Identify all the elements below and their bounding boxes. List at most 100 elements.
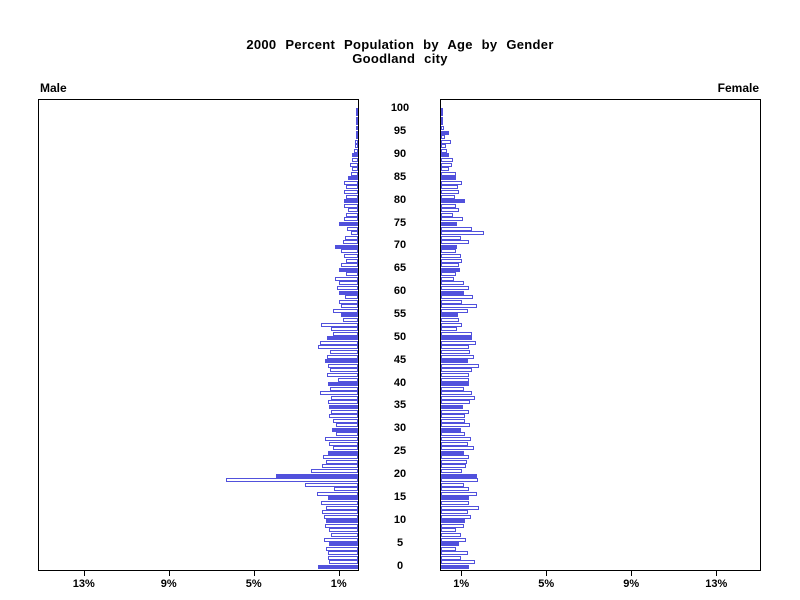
- male-bar-age-55: [340, 313, 358, 318]
- male-bar-age-60: [339, 290, 358, 295]
- female-bar-age-48: [441, 345, 469, 350]
- male-bar-age-89: [352, 158, 358, 162]
- age-axis-label-80: 80: [393, 193, 407, 206]
- female-bar-age-99: [441, 112, 443, 117]
- age-axis-label-70: 70: [393, 239, 407, 252]
- female-bar-age-42: [441, 372, 469, 377]
- female-bar-age-23: [441, 459, 467, 464]
- female-bar-age-70: [441, 244, 457, 249]
- female-bar-age-57: [441, 304, 477, 309]
- female-bar-age-10: [441, 519, 466, 524]
- male-bar-age-68: [343, 254, 358, 259]
- male-bar-age-64: [346, 272, 358, 277]
- female-bar-age-65: [441, 267, 461, 272]
- male-bar-age-56: [332, 308, 358, 313]
- male-bar-age-75: [338, 222, 358, 227]
- male-bar-age-71: [343, 240, 358, 245]
- female-bar-age-34: [441, 409, 469, 414]
- female-bar-age-46: [441, 354, 475, 359]
- age-axis-label-100: 100: [390, 102, 410, 115]
- male-bar-age-54: [343, 318, 358, 323]
- male-bar-age-36: [328, 400, 358, 405]
- male-panel-label: Male: [40, 81, 67, 95]
- male-bar-age-35: [329, 404, 358, 409]
- female-bar-age-0: [441, 565, 470, 569]
- female-bar-age-52: [441, 327, 457, 332]
- female-bar-age-93: [441, 139, 451, 144]
- female-bar-age-15: [441, 496, 469, 501]
- male-bar-age-67: [345, 258, 358, 263]
- age-axis-label-85: 85: [393, 170, 407, 183]
- male-bar-age-3: [328, 551, 358, 556]
- female-bar-age-80: [441, 199, 465, 204]
- female-bar-age-55: [441, 313, 458, 318]
- male-bar-age-69: [341, 249, 358, 254]
- female-axis-1pct-tick: [461, 571, 463, 576]
- male-bar-age-17: [333, 487, 358, 492]
- male-bar-age-76: [344, 217, 358, 222]
- female-bar-age-94: [441, 135, 446, 140]
- female-axis-9pct-tick: [631, 571, 633, 576]
- female-bar-age-21: [441, 468, 463, 473]
- female-bar-age-3: [441, 551, 468, 556]
- male-bar-age-48: [317, 345, 358, 350]
- female-bar-age-54: [441, 318, 460, 323]
- female-bar-age-66: [441, 263, 460, 268]
- female-bar-age-38: [441, 391, 472, 396]
- male-bar-age-74: [347, 226, 358, 231]
- male-bar-age-33: [328, 414, 358, 419]
- male-bar-age-96: [356, 125, 358, 130]
- female-bar-age-40: [441, 382, 469, 387]
- female-axis-13pct-label: 13%: [705, 578, 728, 590]
- female-panel: [440, 99, 761, 571]
- female-bar-age-36: [441, 400, 470, 405]
- female-bar-age-74: [441, 226, 472, 231]
- male-bar-age-63: [334, 276, 358, 281]
- female-bar-age-6: [441, 537, 467, 542]
- female-bar-age-68: [441, 254, 462, 259]
- male-bar-age-62: [338, 281, 358, 286]
- female-bar-age-97: [441, 121, 443, 126]
- female-bar-age-51: [441, 331, 472, 336]
- male-bar-age-12: [321, 510, 358, 515]
- female-bar-age-17: [441, 487, 469, 492]
- age-axis-label-25: 25: [393, 445, 407, 458]
- male-bar-age-53: [321, 322, 358, 327]
- female-bar-age-18: [441, 482, 465, 487]
- female-bar-age-50: [441, 336, 472, 341]
- female-bar-age-95: [441, 130, 450, 135]
- male-bar-age-20: [276, 473, 358, 478]
- female-bar-age-16: [441, 491, 477, 496]
- female-axis-9pct-label: 9%: [623, 578, 640, 590]
- age-axis-label-15: 15: [393, 490, 407, 503]
- male-bar-age-23: [326, 459, 358, 464]
- female-bar-age-24: [441, 455, 470, 460]
- male-bar-age-72: [345, 235, 358, 240]
- male-bar-age-29: [336, 432, 358, 437]
- male-bar-age-90: [352, 153, 358, 158]
- female-bars: [441, 100, 760, 570]
- male-bar-age-16: [316, 491, 358, 496]
- female-bar-age-79: [441, 203, 456, 208]
- female-axis-5pct-tick: [546, 571, 548, 576]
- female-bar-age-73: [441, 231, 484, 236]
- male-bar-age-27: [329, 441, 358, 446]
- male-axis-13pct-tick: [83, 571, 85, 576]
- male-bar-age-31: [336, 423, 358, 428]
- female-bar-age-44: [441, 363, 479, 368]
- age-axis-label-40: 40: [393, 376, 407, 389]
- female-bar-age-27: [441, 441, 468, 446]
- female-bar-age-69: [441, 249, 456, 254]
- male-axis-1pct-tick: [338, 571, 340, 576]
- female-bar-age-64: [441, 272, 456, 277]
- female-axis-13pct-tick: [716, 571, 718, 576]
- female-bar-age-82: [441, 190, 460, 194]
- male-bar-age-70: [334, 244, 358, 249]
- male-bar-age-77: [346, 212, 358, 217]
- female-bar-age-87: [441, 167, 450, 172]
- female-bar-age-35: [441, 404, 464, 409]
- female-bar-age-26: [441, 446, 474, 451]
- female-bar-age-98: [441, 116, 443, 121]
- female-bar-age-67: [441, 258, 463, 263]
- female-bar-age-89: [441, 158, 454, 162]
